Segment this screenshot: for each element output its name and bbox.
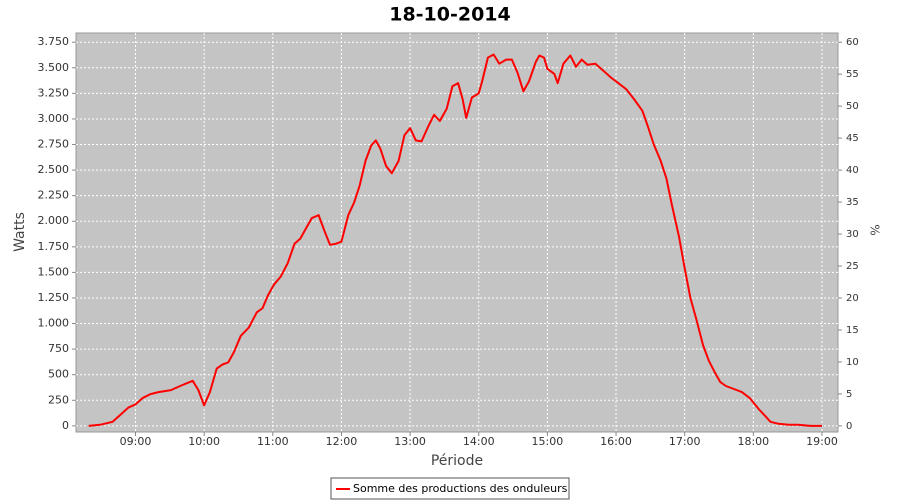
y-axis-title: Watts [12,212,28,252]
x-tick-label: 16:00 [600,435,632,448]
y2-tick-label: 35 [846,197,859,208]
y2-tick-label: 45 [846,133,859,144]
x-tick-label: 12:00 [326,435,358,448]
y-tick-label: 0 [62,419,69,432]
y-tick-label: 3.000 [38,112,70,125]
plot-area [75,32,839,433]
y2-tick-label: 40 [846,165,859,176]
y-tick-label: 2.750 [38,138,70,151]
legend [330,477,570,500]
y-tick-label: 2.250 [38,189,70,202]
y2-tick-label: 15 [846,325,859,336]
x-tick-label: 15:00 [532,435,564,448]
legend-label: Somme des productions des onduleurs [353,482,568,495]
x-axis-title: Période [431,453,483,469]
x-tick-label: 17:00 [669,435,701,448]
y-tick-label: 3.750 [38,35,70,48]
y2-tick-label: 5 [846,389,852,400]
x-tick-label: 11:00 [257,435,289,448]
x-tick-label: 14:00 [463,435,495,448]
x-tick-label: 10:00 [188,435,220,448]
y-tick-label: 3.500 [38,61,70,74]
y-tick-label: 750 [48,342,69,355]
y2-tick-label: 0 [846,421,852,432]
y-tick-label: 3.250 [38,86,70,99]
grid [76,33,838,432]
x-tick-label: 18:00 [737,435,769,448]
y2-tick-label: 25 [846,261,859,272]
y-tick-label: 500 [48,368,69,381]
y-tick-label: 2.000 [38,214,70,227]
y2-tick-label: 55 [846,69,859,80]
y-tick-label: 1.500 [38,265,70,278]
marks [88,53,822,427]
x-tick-label: 09:00 [120,435,152,448]
y2-tick-label: 20 [846,293,859,304]
y2-tick-label: 50 [846,101,859,112]
y-tick-label: 250 [48,393,69,406]
y2-axis-title: % [868,224,882,235]
y-tick-label: 1.750 [38,240,70,253]
y2-tick-label: 10 [846,357,859,368]
chart-title: 18-10-2014 [389,4,511,26]
y-tick-label: 1.250 [38,291,70,304]
series-line [88,53,822,427]
y-tick-label: 2.500 [38,163,70,176]
x-tick-label: 19:00 [806,435,838,448]
y2-tick-label: 60 [846,37,859,48]
y2-tick-label: 30 [846,229,859,240]
x-tick-label: 13:00 [394,435,426,448]
y-tick-label: 1.000 [38,317,70,330]
